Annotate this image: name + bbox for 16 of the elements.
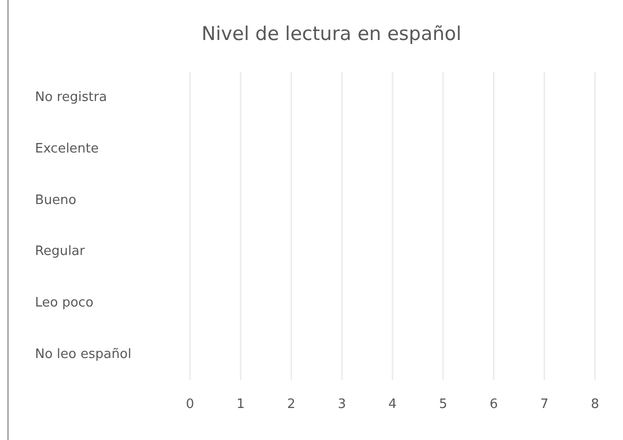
y-tick-label: Regular [35,244,86,260]
x-tick-label: 2 [287,397,296,412]
y-tick-label: Excelente [35,142,99,157]
x-tick-label: 6 [490,397,498,412]
y-tick-label: No registra [35,90,107,106]
y-tick-label: Leo poco [35,296,94,311]
x-tick-label: 7 [540,397,549,412]
y-tick-label: No leo español [35,346,132,362]
x-tick-label: 8 [590,397,600,412]
x-tick-label: 0 [186,397,194,412]
chart-title: Nivel de lectura en español [202,23,462,45]
y-tick-label: Bueno [35,192,76,208]
x-tick-label: 1 [236,397,245,412]
x-tick-label: 4 [388,397,397,412]
x-tick-label: 5 [438,397,448,412]
x-tick-label: 3 [338,397,346,412]
